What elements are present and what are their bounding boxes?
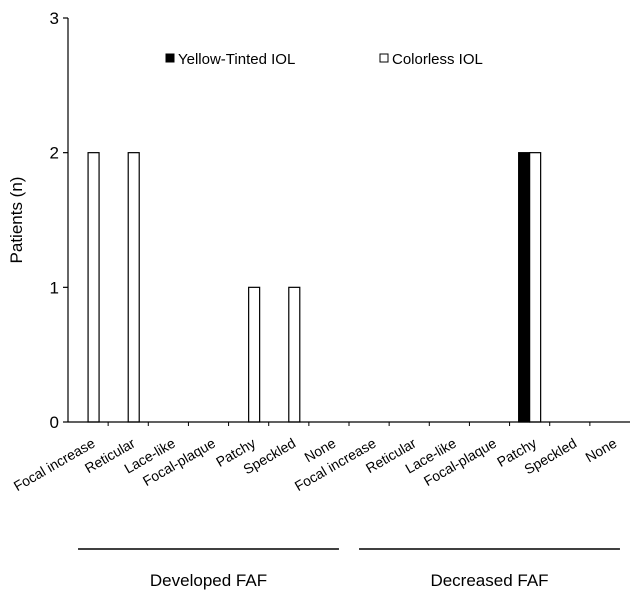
legend-swatch	[165, 53, 175, 63]
y-tick-label: 0	[50, 413, 59, 432]
group-label: Developed FAF	[150, 571, 267, 590]
y-tick-label: 1	[50, 278, 59, 297]
bar-colorless-iol-11	[529, 152, 542, 423]
bars	[87, 152, 542, 423]
legend-label: Yellow-Tinted IOL	[178, 51, 295, 68]
y-axis-ticks: 0 1 2 3	[50, 9, 591, 432]
bar-colorless-iol-1	[127, 152, 140, 423]
legend-label: Colorless IOL	[392, 51, 483, 68]
bar-colorless-iol-5	[288, 286, 301, 423]
x-tick-label: None	[582, 435, 619, 466]
bar-yellow-tinted-iol-11	[518, 152, 531, 423]
legend: Yellow-Tinted IOL Colorless IOL	[165, 51, 483, 68]
y-tick-label: 2	[50, 144, 59, 163]
legend-swatch	[379, 53, 389, 63]
x-axis-tick-labels: Focal increaseReticularLace-likeFocal-pl…	[11, 435, 620, 495]
group-label: Decreased FAF	[430, 571, 548, 590]
bar-colorless-iol-0	[87, 152, 100, 423]
category-groups: Developed FAF Decreased FAF	[78, 548, 620, 590]
y-axis-label: Patients (n)	[7, 177, 26, 264]
y-tick-label: 3	[50, 9, 59, 28]
bar-colorless-iol-4	[248, 286, 261, 423]
